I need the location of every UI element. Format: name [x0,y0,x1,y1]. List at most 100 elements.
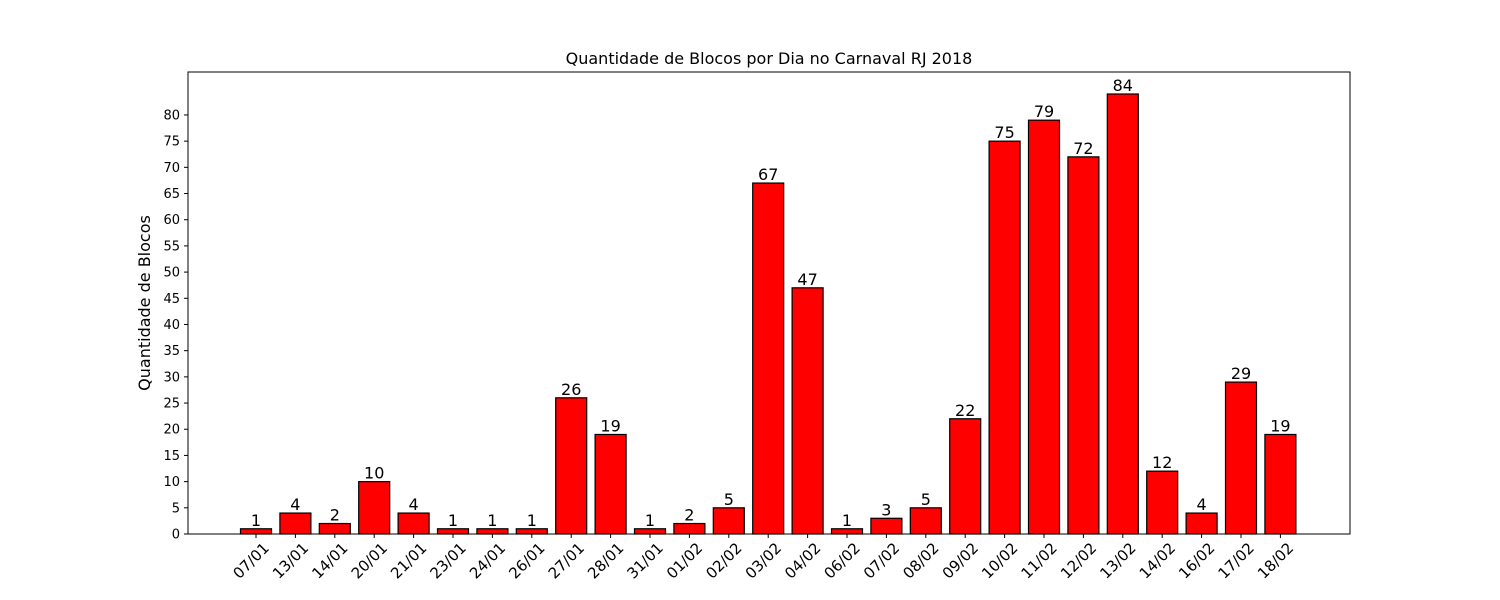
x-tick-label: 27/01 [545,539,588,582]
bar-value-label: 75 [994,123,1014,142]
y-tick-label: 60 [163,213,180,228]
bar-value-label: 26 [561,380,581,399]
bar [1146,470,1179,535]
bar [752,182,785,535]
bar [555,397,588,535]
bar-value-label: 67 [758,165,778,184]
y-tick-label: 5 [172,501,180,516]
bar [1185,512,1218,535]
y-tick-label: 10 [163,475,180,490]
y-tick-label: 45 [163,292,180,307]
x-tick-label: 12/02 [1057,539,1100,582]
y-tick-label: 65 [163,187,180,202]
bar-value-label: 2 [330,506,340,525]
y-tick-label: 25 [163,397,180,412]
bar-value-label: 19 [600,416,620,435]
bar-value-label: 1 [527,511,537,530]
x-tick-label: 01/02 [663,539,706,582]
bar-value-label: 29 [1231,364,1251,383]
x-tick-label: 13/01 [269,539,312,582]
x-tick-label: 11/02 [1018,539,1061,582]
bar [791,287,824,535]
bar-value-label: 22 [955,401,975,420]
x-tick-label: 20/01 [348,539,391,582]
bar [949,418,982,535]
bar-value-label: 4 [409,495,419,514]
bar-value-label: 47 [797,270,817,289]
y-tick-label: 35 [163,344,180,359]
bar-value-label: 3 [881,500,891,519]
bars-group [239,93,1297,535]
x-tick-label: 23/01 [427,539,470,582]
plot-area-frame [187,71,1351,535]
bar [594,433,627,535]
x-tick-label: 14/02 [1136,539,1179,582]
bar [1224,381,1258,535]
bar [1264,433,1297,535]
bar [1106,93,1139,535]
y-tick-label: 50 [163,266,180,281]
y-tick-label: 70 [163,161,180,176]
bar [870,517,903,535]
x-tick-label: 04/02 [781,539,824,582]
y-axis-label: Quantidade de Blocos [135,215,154,391]
x-tick-label: 26/01 [505,539,548,582]
x-tick-label: 07/01 [230,539,273,582]
bar [279,512,312,535]
bar [1027,119,1061,535]
bar [1067,156,1100,535]
bar-value-label: 79 [1034,102,1054,121]
bar [318,522,351,535]
x-axis-ticks: 07/0113/0114/0120/0121/0123/0124/0126/01… [230,534,1297,582]
y-tick-label: 15 [163,449,180,464]
bar [712,507,745,535]
bar-value-label: 5 [921,490,931,509]
bar-value-label: 1 [251,511,261,530]
bar-value-label: 4 [1197,495,1207,514]
x-tick-label: 31/01 [624,539,667,582]
y-axis-ticks: 0 5 10 15 20 25 30 35 40 45 50 55 60 65 70 75 80 [163,108,188,543]
bar-value-label: 1 [842,511,852,530]
bar-value-label: 84 [1113,76,1133,95]
bar-value-label: 10 [364,464,384,483]
y-tick-label: 0 [172,528,180,543]
x-tick-label: 06/02 [821,539,864,582]
y-tick-label: 80 [163,108,180,123]
x-tick-label: 16/02 [1175,539,1218,582]
bar-value-label: 4 [290,495,300,514]
y-tick-label: 20 [163,423,180,438]
x-tick-label: 28/01 [584,539,627,582]
bar [988,140,1021,535]
y-tick-label: 40 [163,318,180,333]
chart-title: Quantidade de Blocos por Dia no Carnaval… [566,49,973,68]
x-tick-label: 10/02 [978,539,1021,582]
x-tick-label: 18/02 [1254,539,1297,582]
x-tick-label: 07/02 [860,539,903,582]
bar [358,481,391,535]
y-tick-label: 75 [163,135,180,150]
bar-value-label: 1 [448,511,458,530]
bar-value-label: 1 [487,511,497,530]
bar-value-label: 72 [1073,139,1093,158]
x-tick-label: 24/01 [466,539,509,582]
x-tick-label: 02/02 [702,539,745,582]
bar-value-label: 2 [684,506,694,525]
bar-value-label: 1 [645,511,655,530]
y-tick-label: 30 [163,370,180,385]
bar-value-label: 19 [1270,416,1290,435]
x-tick-label: 17/02 [1215,539,1258,582]
x-tick-label: 13/02 [1096,539,1139,582]
bar-value-label: 12 [1152,453,1172,472]
x-tick-label: 14/01 [308,539,351,582]
x-tick-label: 21/01 [387,539,430,582]
bar [397,512,430,535]
bar-value-label: 5 [724,490,734,509]
y-tick-label: 55 [163,239,180,254]
bar [673,522,706,535]
x-tick-label: 08/02 [899,539,942,582]
x-tick-label: 03/02 [742,539,785,582]
x-tick-label: 09/02 [939,539,982,582]
bar [909,507,942,535]
